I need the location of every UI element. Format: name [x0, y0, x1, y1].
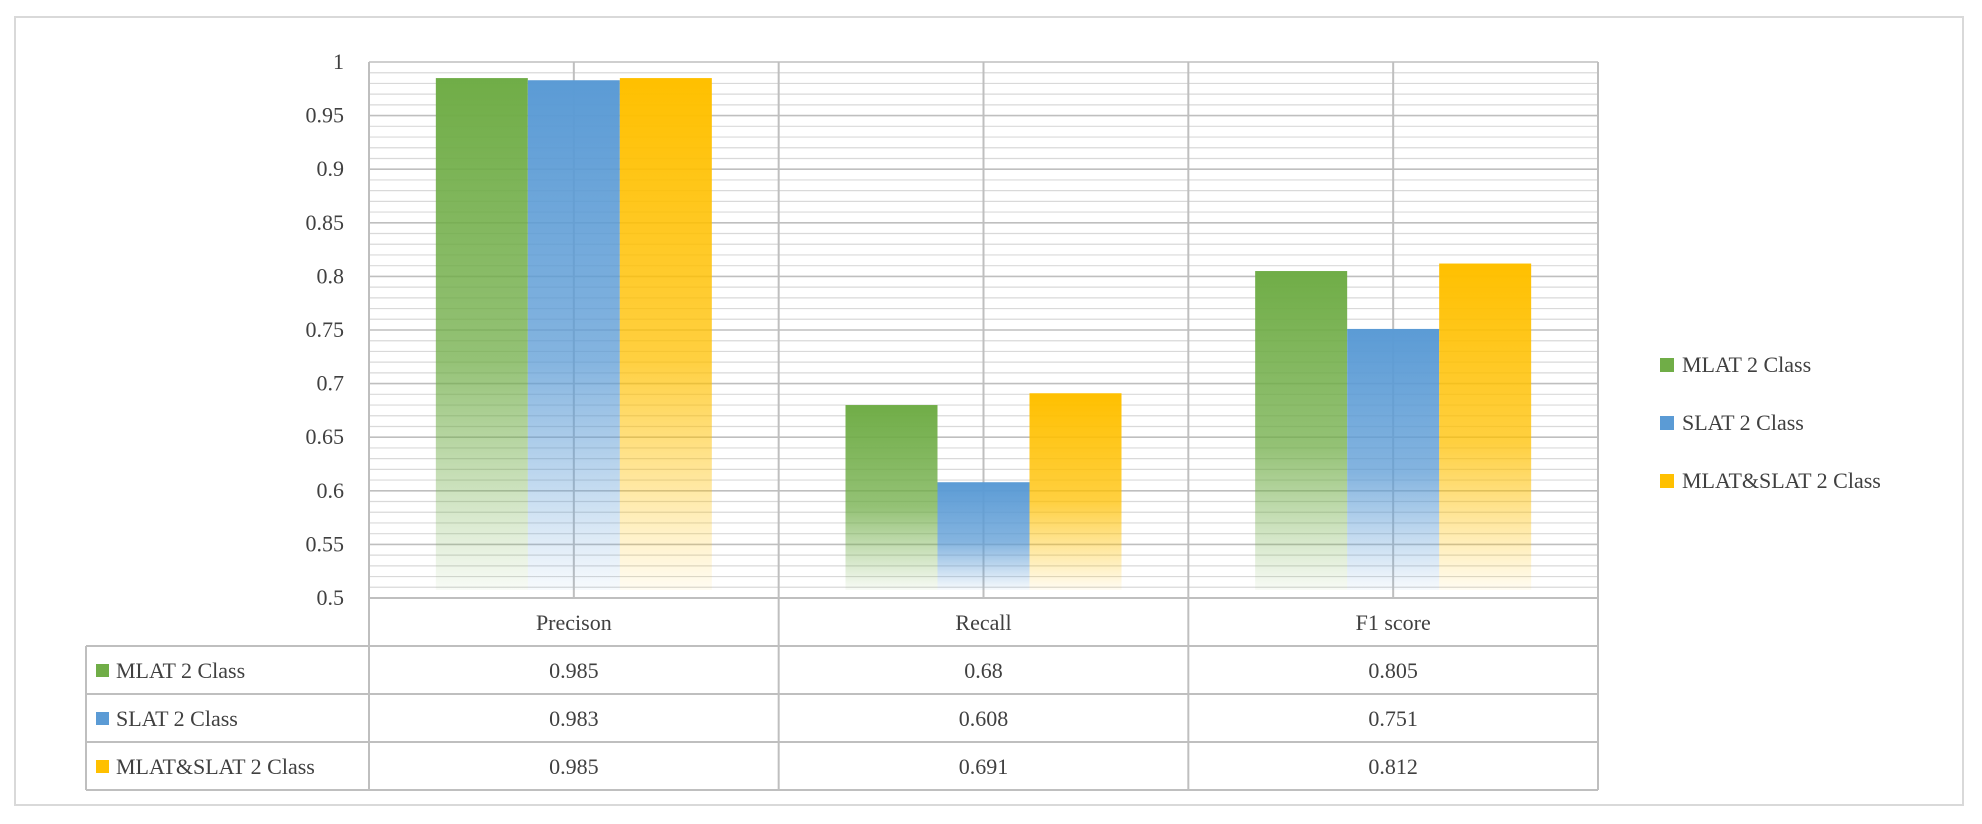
- table-cell-value: 0.68: [964, 658, 1003, 683]
- legend-item: SLAT 2 Class: [1660, 394, 1881, 452]
- legend: MLAT 2 Class SLAT 2 Class MLAT&SLAT 2 Clas…: [1660, 336, 1881, 510]
- bar: [619, 78, 712, 590]
- table-series-label: MLAT&SLAT 2 Class: [116, 754, 315, 779]
- bar: [845, 405, 938, 590]
- table-legend-swatch: [96, 664, 109, 677]
- table-cell-value: 0.985: [549, 754, 599, 779]
- y-tick-label: 0.75: [306, 317, 345, 342]
- legend-label: MLAT 2 Class: [1682, 352, 1812, 377]
- x-category-label: F1 score: [1356, 610, 1431, 635]
- y-tick-label: 0.85: [306, 210, 345, 235]
- x-category-label: Precison: [536, 610, 612, 635]
- legend-swatch: [1660, 358, 1674, 372]
- table-cell-value: 0.751: [1368, 706, 1418, 731]
- y-axis: 0.5 0.55 0.6 0.65 0.7 0.75 0.8 0.85 0.9 0.95 1: [306, 49, 345, 610]
- y-tick-label: 0.9: [317, 156, 345, 181]
- y-tick-label: 0.5: [317, 585, 345, 610]
- y-tick-label: 0.65: [306, 424, 345, 449]
- chart-frame: [14, 16, 1964, 806]
- bar: [1347, 328, 1440, 590]
- table-series-label: SLAT 2 Class: [116, 706, 238, 731]
- table-legend-swatch: [96, 712, 109, 725]
- y-tick-label: 0.8: [317, 263, 345, 288]
- bar: [937, 482, 1030, 590]
- legend-item: MLAT 2 Class: [1660, 336, 1881, 394]
- table-cell-value: 0.812: [1368, 754, 1418, 779]
- bar: [527, 80, 620, 590]
- table-cell-value: 0.691: [959, 754, 1009, 779]
- legend-label: SLAT 2 Class: [1682, 410, 1804, 435]
- table-cell-value: 0.983: [549, 706, 599, 731]
- legend-swatch: [1660, 474, 1674, 488]
- table-cell-value: 0.608: [959, 706, 1009, 731]
- legend-label: MLAT&SLAT 2 Class: [1682, 468, 1881, 493]
- y-tick-label: 0.7: [317, 371, 345, 396]
- y-tick-label: 0.55: [306, 531, 345, 556]
- table-legend-swatch: [96, 760, 109, 773]
- bar: [1439, 263, 1532, 590]
- legend-swatch: [1660, 416, 1674, 430]
- table-cell-value: 0.805: [1368, 658, 1418, 683]
- bar: [435, 78, 528, 590]
- data-table: Precison Recall F1 score MLAT 2 Class 0.985 0…: [85, 597, 1599, 791]
- y-tick-label: 1: [333, 49, 344, 74]
- bars: [435, 78, 1532, 590]
- bar: [1029, 393, 1122, 590]
- bar: [1255, 271, 1348, 590]
- table-cell-value: 0.985: [549, 658, 599, 683]
- legend-item: MLAT&SLAT 2 Class: [1660, 452, 1881, 510]
- y-tick-label: 0.6: [317, 478, 345, 503]
- table-series-label: MLAT 2 Class: [116, 658, 245, 683]
- x-category-label: Recall: [955, 610, 1011, 635]
- y-tick-label: 0.95: [306, 103, 345, 128]
